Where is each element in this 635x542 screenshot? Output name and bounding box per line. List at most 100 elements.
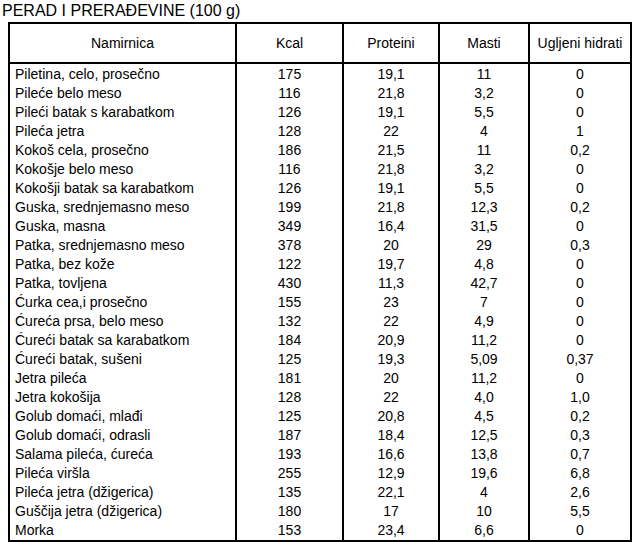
ugljeni-hidrati-cell: 0 bbox=[529, 521, 631, 541]
proteini-cell: 21,8 bbox=[343, 198, 439, 217]
masti-cell: 5,09 bbox=[439, 350, 529, 369]
table-row: Ćurka cea,i prosečno 155 23 7 0 bbox=[9, 293, 631, 312]
kcal-cell: 430 bbox=[236, 274, 343, 293]
table-row: Guska, masna 349 16,4 31,5 0 bbox=[9, 217, 631, 236]
kcal-cell: 122 bbox=[236, 255, 343, 274]
ugljeni-hidrati-cell: 0,7 bbox=[529, 445, 631, 464]
kcal-cell: 193 bbox=[236, 445, 343, 464]
kcal-cell: 128 bbox=[236, 388, 343, 407]
masti-cell: 7 bbox=[439, 293, 529, 312]
masti-cell: 11,2 bbox=[439, 369, 529, 388]
food-name-cell: Ćurka cea,i prosečno bbox=[9, 293, 236, 312]
masti-cell: 11,2 bbox=[439, 331, 529, 350]
table-row: Pileća viršla 255 12,9 19,6 6,8 bbox=[9, 464, 631, 483]
ugljeni-hidrati-cell: 0 bbox=[529, 331, 631, 350]
masti-cell: 42,7 bbox=[439, 274, 529, 293]
table-row: Pileća jetra 128 22 4 1 bbox=[9, 122, 631, 141]
proteini-cell: 20,9 bbox=[343, 331, 439, 350]
food-name-cell: Pileći batak s karabatkom bbox=[9, 103, 236, 122]
ugljeni-hidrati-cell: 0 bbox=[529, 369, 631, 388]
masti-cell: 10 bbox=[439, 502, 529, 521]
kcal-cell: 116 bbox=[236, 84, 343, 103]
nutrition-table: Namirnica Kcal Proteini Masti Ugljeni hi… bbox=[8, 22, 632, 542]
column-header-masti: Masti bbox=[439, 23, 529, 63]
masti-cell: 5,5 bbox=[439, 179, 529, 198]
ugljeni-hidrati-cell: 2,6 bbox=[529, 483, 631, 502]
ugljeni-hidrati-cell: 0 bbox=[529, 103, 631, 122]
kcal-cell: 187 bbox=[236, 426, 343, 445]
masti-cell: 5,5 bbox=[439, 103, 529, 122]
masti-cell: 12,5 bbox=[439, 426, 529, 445]
kcal-cell: 186 bbox=[236, 141, 343, 160]
food-name-cell: Pileća viršla bbox=[9, 464, 236, 483]
food-name-cell: Guska, srednjemasno meso bbox=[9, 198, 236, 217]
proteini-cell: 22 bbox=[343, 122, 439, 141]
masti-cell: 4,5 bbox=[439, 407, 529, 426]
food-name-cell: Jetra kokošija bbox=[9, 388, 236, 407]
ugljeni-hidrati-cell: 0 bbox=[529, 274, 631, 293]
kcal-cell: 175 bbox=[236, 63, 343, 84]
kcal-cell: 349 bbox=[236, 217, 343, 236]
food-name-cell: Guščija jetra (džigerica) bbox=[9, 502, 236, 521]
proteini-cell: 21,5 bbox=[343, 141, 439, 160]
table-body: Piletina, celo, prosečno 175 19,1 11 0 P… bbox=[9, 63, 631, 541]
table-row: Golub domaći, mlađi 125 20,8 4,5 0,2 bbox=[9, 407, 631, 426]
document-page: PERAD I PRERAĐEVINE (100 g) Namirnica Kc… bbox=[0, 2, 635, 542]
masti-cell: 11 bbox=[439, 63, 529, 84]
table-row: Ćureći batak, sušeni 125 19,3 5,09 0,37 bbox=[9, 350, 631, 369]
ugljeni-hidrati-cell: 0 bbox=[529, 63, 631, 84]
food-name-cell: Kokošji batak sa karabatkom bbox=[9, 179, 236, 198]
proteini-cell: 22 bbox=[343, 312, 439, 331]
proteini-cell: 20 bbox=[343, 236, 439, 255]
food-name-cell: Jetra pileća bbox=[9, 369, 236, 388]
proteini-cell: 12,9 bbox=[343, 464, 439, 483]
proteini-cell: 19,1 bbox=[343, 103, 439, 122]
food-name-cell: Ćureća prsa, belo meso bbox=[9, 312, 236, 331]
kcal-cell: 255 bbox=[236, 464, 343, 483]
proteini-cell: 18,4 bbox=[343, 426, 439, 445]
table-row: Pileće belo meso 116 21,8 3,2 0 bbox=[9, 84, 631, 103]
food-name-cell: Golub domaći, mlađi bbox=[9, 407, 236, 426]
kcal-cell: 126 bbox=[236, 103, 343, 122]
table-row: Patka, bez kože 122 19,7 4,8 0 bbox=[9, 255, 631, 274]
food-name-cell: Ćureći batak, sušeni bbox=[9, 350, 236, 369]
ugljeni-hidrati-cell: 0 bbox=[529, 312, 631, 331]
column-header-ugljeni-hidrati: Ugljeni hidrati bbox=[529, 23, 631, 63]
kcal-cell: 199 bbox=[236, 198, 343, 217]
proteini-cell: 22,1 bbox=[343, 483, 439, 502]
masti-cell: 3,2 bbox=[439, 160, 529, 179]
masti-cell: 13,8 bbox=[439, 445, 529, 464]
masti-cell: 31,5 bbox=[439, 217, 529, 236]
table-row: Salama pileća, ćureća 193 16,6 13,8 0,7 bbox=[9, 445, 631, 464]
table-row: Piletina, celo, prosečno 175 19,1 11 0 bbox=[9, 63, 631, 84]
ugljeni-hidrati-cell: 0,2 bbox=[529, 407, 631, 426]
kcal-cell: 135 bbox=[236, 483, 343, 502]
proteini-cell: 20 bbox=[343, 369, 439, 388]
ugljeni-hidrati-cell: 0,2 bbox=[529, 141, 631, 160]
ugljeni-hidrati-cell: 0,37 bbox=[529, 350, 631, 369]
kcal-cell: 155 bbox=[236, 293, 343, 312]
food-name-cell: Morka bbox=[9, 521, 236, 541]
proteini-cell: 23,4 bbox=[343, 521, 439, 541]
table-row: Pileća jetra (džigerica) 135 22,1 4 2,6 bbox=[9, 483, 631, 502]
masti-cell: 4,0 bbox=[439, 388, 529, 407]
masti-cell: 4 bbox=[439, 483, 529, 502]
food-name-cell: Golub domaći, odrasli bbox=[9, 426, 236, 445]
ugljeni-hidrati-cell: 0 bbox=[529, 293, 631, 312]
food-name-cell: Kokoš cela, prosečno bbox=[9, 141, 236, 160]
food-name-cell: Patka, srednjemasno meso bbox=[9, 236, 236, 255]
masti-cell: 6,6 bbox=[439, 521, 529, 541]
ugljeni-hidrati-cell: 0 bbox=[529, 84, 631, 103]
kcal-cell: 153 bbox=[236, 521, 343, 541]
ugljeni-hidrati-cell: 0,2 bbox=[529, 198, 631, 217]
proteini-cell: 16,6 bbox=[343, 445, 439, 464]
table-row: Golub domaći, odrasli 187 18,4 12,5 0,3 bbox=[9, 426, 631, 445]
food-name-cell: Patka, tovljena bbox=[9, 274, 236, 293]
kcal-cell: 184 bbox=[236, 331, 343, 350]
food-name-cell: Kokošje belo meso bbox=[9, 160, 236, 179]
kcal-cell: 128 bbox=[236, 122, 343, 141]
proteini-cell: 16,4 bbox=[343, 217, 439, 236]
table-row: Pileći batak s karabatkom 126 19,1 5,5 0 bbox=[9, 103, 631, 122]
column-header-proteini: Proteini bbox=[343, 23, 439, 63]
table-row: Kokošji batak sa karabatkom 126 19,1 5,5… bbox=[9, 179, 631, 198]
